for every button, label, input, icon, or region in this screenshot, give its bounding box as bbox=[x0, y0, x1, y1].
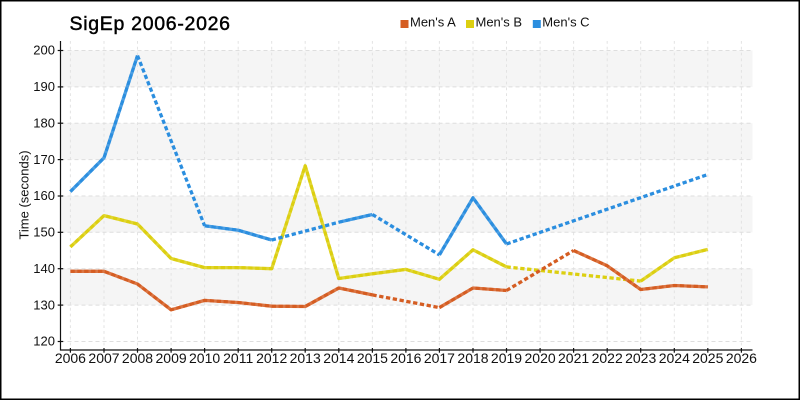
svg-text:2009: 2009 bbox=[156, 350, 187, 366]
svg-text:120: 120 bbox=[33, 334, 55, 349]
svg-text:170: 170 bbox=[33, 152, 55, 167]
svg-text:2007: 2007 bbox=[88, 350, 119, 366]
svg-text:2026: 2026 bbox=[726, 350, 757, 366]
svg-text:2021: 2021 bbox=[558, 350, 589, 366]
svg-text:2025: 2025 bbox=[692, 350, 723, 366]
svg-text:2023: 2023 bbox=[625, 350, 656, 366]
svg-text:160: 160 bbox=[33, 188, 55, 203]
svg-text:2017: 2017 bbox=[424, 350, 455, 366]
svg-text:2020: 2020 bbox=[525, 350, 556, 366]
svg-text:2013: 2013 bbox=[290, 350, 321, 366]
svg-text:Men's C: Men's C bbox=[542, 15, 589, 30]
svg-text:2012: 2012 bbox=[256, 350, 287, 366]
svg-text:2008: 2008 bbox=[122, 350, 153, 366]
svg-text:2014: 2014 bbox=[323, 350, 354, 366]
svg-text:2006: 2006 bbox=[55, 350, 86, 366]
svg-text:2016: 2016 bbox=[390, 350, 421, 366]
svg-text:2010: 2010 bbox=[189, 350, 220, 366]
svg-text:180: 180 bbox=[33, 115, 55, 130]
svg-text:190: 190 bbox=[33, 79, 55, 94]
svg-text:Time (seconds): Time (seconds) bbox=[17, 150, 32, 239]
svg-text:Men's A: Men's A bbox=[410, 15, 456, 30]
svg-text:Men's B: Men's B bbox=[476, 15, 523, 30]
svg-text:SigEp 2006-2026: SigEp 2006-2026 bbox=[70, 13, 231, 35]
svg-text:2019: 2019 bbox=[491, 350, 522, 366]
svg-text:140: 140 bbox=[33, 261, 55, 276]
svg-text:2015: 2015 bbox=[357, 350, 388, 366]
svg-text:200: 200 bbox=[33, 43, 55, 58]
svg-text:2022: 2022 bbox=[592, 350, 623, 366]
svg-text:2018: 2018 bbox=[457, 350, 488, 366]
svg-text:2011: 2011 bbox=[223, 350, 253, 366]
svg-text:150: 150 bbox=[33, 225, 55, 240]
svg-text:130: 130 bbox=[33, 297, 55, 312]
svg-text:2024: 2024 bbox=[659, 350, 690, 366]
